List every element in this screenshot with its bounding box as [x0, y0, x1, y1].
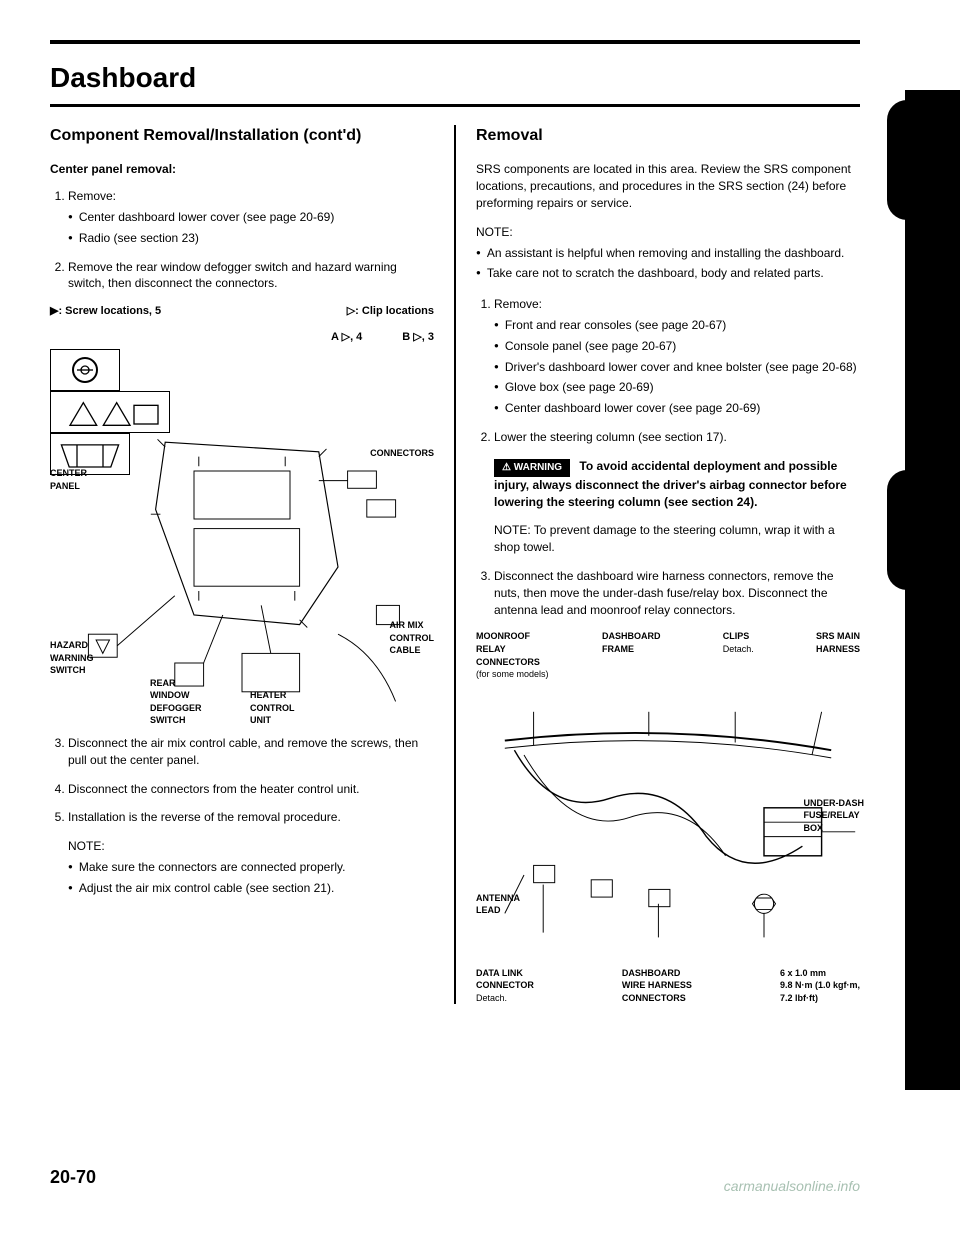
step1-bullets: Center dashboard lower cover (see page 2…: [68, 209, 434, 247]
clip-sub-caption: A ▷, 4 B ▷, 3: [50, 330, 434, 345]
left-step-2: Remove the rear window defogger switch a…: [68, 259, 434, 293]
left-steps-list-2: Disconnect the air mix control cable, an…: [50, 735, 434, 897]
label-torque: 6 x 1.0 mm 9.8 N·m (1.0 kgf·m, 7.2 lbf·f…: [780, 967, 860, 1005]
right-step-3: Disconnect the dashboard wire harness co…: [494, 568, 860, 618]
note2: NOTE: To prevent damage to the steering …: [494, 522, 860, 556]
binder-tab-graphic: [905, 90, 960, 1090]
detach-text: Detach.: [723, 644, 754, 654]
step1-intro: Remove:: [494, 297, 542, 311]
bullet-item: Take care not to scratch the dashboard, …: [476, 265, 860, 282]
dl-text: DATA LINK CONNECTOR: [476, 968, 534, 991]
figure-caption-row: ▶: Screw locations, 5 ▷: Clip locations: [50, 304, 434, 319]
label-moonroof: MOONROOF RELAY CONNECTORS: [476, 630, 540, 668]
screw-spec-icon: [50, 349, 120, 391]
right-note-bullets: An assistant is helpful when removing an…: [476, 245, 860, 283]
bullet-item: Front and rear consoles (see page 20-67): [494, 317, 860, 334]
label-wireharness: DASHBOARD WIRE HARNESS CONNECTORS: [622, 967, 692, 1005]
label-heater: HEATER CONTROL UNIT: [250, 689, 295, 727]
step2-text: Lower the steering column (see section 1…: [494, 430, 727, 444]
label-defogger: REAR WINDOW DEFOGGER SWITCH: [150, 677, 202, 727]
detach2-text: Detach.: [476, 993, 507, 1003]
bullet-item: Make sure the connectors are connected p…: [68, 859, 434, 876]
left-step-1: Remove: Center dashboard lower cover (se…: [68, 188, 434, 246]
right-steps-list: Remove: Front and rear consoles (see pag…: [476, 296, 860, 618]
clip-b: B ▷, 3: [402, 330, 434, 345]
bullet-item: Radio (see section 23): [68, 230, 434, 247]
screw-caption: ▶: Screw locations, 5: [50, 304, 161, 319]
left-step-5: Installation is the reverse of the remov…: [68, 809, 434, 896]
fig2-top-labels: MOONROOF RELAY CONNECTORS DASHBOARD FRAM…: [476, 630, 860, 668]
top-rule: [50, 40, 860, 44]
note-label: NOTE:: [476, 224, 860, 241]
left-column: Component Removal/Installation (cont'd) …: [50, 125, 434, 1004]
bullet-item: Driver's dashboard lower cover and knee …: [494, 359, 860, 376]
separator-rule: [50, 104, 860, 107]
label-models: (for some models): [476, 668, 860, 681]
srs-intro: SRS components are located in this area.…: [476, 161, 860, 211]
label-clips: CLIPS Detach.: [723, 630, 754, 668]
fig2-bottom-labels: DATA LINK CONNECTOR Detach. DASHBOARD WIR…: [476, 967, 860, 1005]
right-step-1: Remove: Front and rear consoles (see pag…: [494, 296, 860, 417]
step5-text: Installation is the reverse of the remov…: [68, 810, 341, 824]
left-note-block: NOTE: Make sure the connectors are conne…: [68, 838, 434, 896]
clips-text: CLIPS: [723, 631, 750, 641]
page-number: 20-70: [50, 1167, 96, 1188]
step1-intro: Remove:: [68, 189, 116, 203]
left-section-head: Component Removal/Installation (cont'd): [50, 125, 434, 147]
warning-icon: ⚠ WARNING: [494, 459, 570, 477]
note-label: NOTE:: [68, 838, 434, 855]
clip-a: A ▷, 4: [331, 330, 362, 345]
label-hazard: HAZARD WARNING SWITCH: [50, 639, 94, 677]
two-column-layout: Component Removal/Installation (cont'd) …: [50, 125, 860, 1004]
bullet-item: Adjust the air mix control cable (see se…: [68, 880, 434, 897]
right-section-head: Removal: [476, 125, 860, 147]
label-antenna: ANTENNA LEAD: [476, 892, 520, 917]
label-connectors: CONNECTORS: [370, 447, 434, 460]
bullet-item: An assistant is helpful when removing an…: [476, 245, 860, 262]
label-srs: SRS MAIN HARNESS: [816, 630, 860, 668]
column-divider: [454, 125, 456, 1004]
label-underdash: UNDER-DASH FUSE/RELAY BOX: [804, 797, 865, 835]
left-steps-list: Remove: Center dashboard lower cover (se…: [50, 188, 434, 292]
watermark: carmanualsonline.info: [724, 1178, 860, 1194]
bullet-item: Console panel (see page 20-67): [494, 338, 860, 355]
fastener-icons-row: [50, 349, 434, 399]
right-step-2: Lower the steering column (see section 1…: [494, 429, 860, 556]
right-step1-bullets: Front and rear consoles (see page 20-67)…: [494, 317, 860, 417]
center-panel-subhead: Center panel removal:: [50, 161, 434, 178]
manual-page: Dashboard Component Removal/Installation…: [20, 0, 890, 1200]
clip-caption: ▷: Clip locations: [347, 304, 434, 319]
bullet-item: Center dashboard lower cover (see page 2…: [494, 400, 860, 417]
dashboard-harness-figure: UNDER-DASH FUSE/RELAY BOX ANTENNA LEAD: [476, 687, 860, 967]
left-step-4: Disconnect the connectors from the heate…: [68, 781, 434, 798]
bullet-item: Glove box (see page 20-69): [494, 379, 860, 396]
label-center-panel: CENTER PANEL: [50, 467, 87, 492]
center-panel-figure: CENTER PANEL CONNECTORS HAZARD WARNING S…: [50, 407, 434, 727]
left-note-bullets: Make sure the connectors are connected p…: [68, 859, 434, 897]
label-dashframe: DASHBOARD FRAME: [602, 630, 661, 668]
warning-block: ⚠ WARNING To avoid accidental deployment…: [494, 458, 860, 511]
right-column: Removal SRS components are located in th…: [476, 125, 860, 1004]
page-title: Dashboard: [50, 62, 860, 94]
left-step-3: Disconnect the air mix control cable, an…: [68, 735, 434, 769]
label-airmix: AIR MIX CONTROL CABLE: [390, 619, 435, 657]
label-datalink: DATA LINK CONNECTOR Detach.: [476, 967, 534, 1005]
bullet-item: Center dashboard lower cover (see page 2…: [68, 209, 434, 226]
